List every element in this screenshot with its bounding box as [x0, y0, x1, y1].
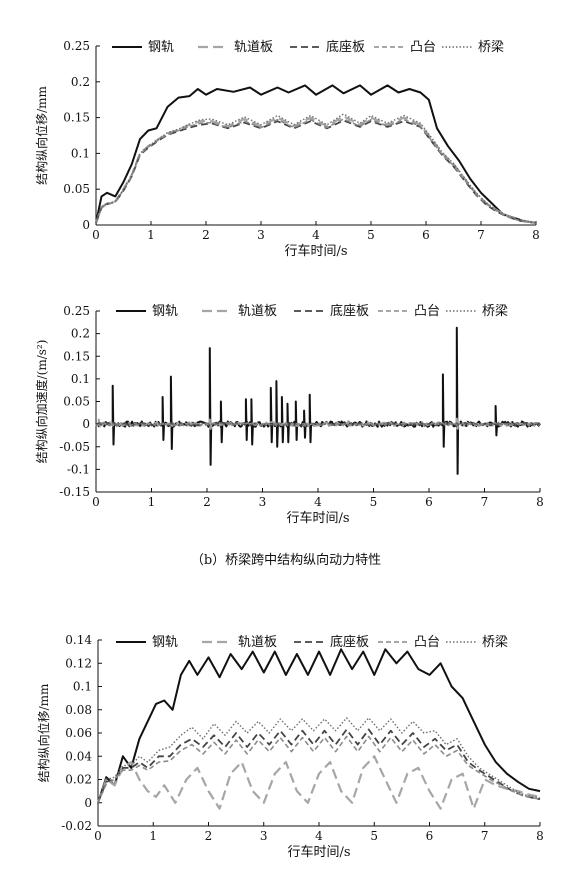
x-axis-label: 行车时间/s — [287, 844, 350, 860]
legend-label: 底座板 — [326, 39, 365, 55]
legend-label: 底座板 — [330, 303, 369, 319]
series-line-4 — [95, 422, 541, 427]
legend-label: 轨道板 — [238, 304, 277, 319]
x-tick-label: 7 — [481, 495, 489, 509]
legend-label: 凸台 — [414, 635, 440, 650]
y-tick-label: 0.04 — [65, 749, 92, 763]
y-tick-label: 0.02 — [65, 773, 92, 787]
series-line-1 — [97, 648, 541, 804]
x-axis-label: 行车时间/s — [284, 243, 347, 259]
x-tick-label: 5 — [370, 829, 378, 843]
x-tick-label: 3 — [257, 228, 265, 242]
legend-label: 钢轨 — [152, 635, 178, 650]
x-tick-label: 7 — [477, 228, 485, 242]
legend-label: 底座板 — [330, 634, 369, 650]
y-tick-label: 0.05 — [63, 395, 90, 409]
x-tick-label: 1 — [149, 829, 157, 843]
y-tick-label: 0.05 — [63, 182, 90, 196]
y-tick-label: 0 — [82, 218, 90, 232]
y-tick-label: 0.12 — [65, 656, 92, 670]
legend-label: 桥梁 — [482, 304, 508, 319]
y-tick-label: 0.2 — [71, 327, 90, 341]
figure-caption: （b）桥梁跨中结构纵向动力特性 — [190, 553, 382, 568]
x-tick-label: 4 — [314, 495, 322, 509]
x-tick-label: 7 — [481, 829, 489, 843]
y-tick-label: 0 — [84, 796, 92, 810]
y-tick-label: -0.15 — [59, 485, 90, 499]
y-tick-label: -0.02 — [61, 819, 92, 833]
x-tick-label: 3 — [260, 829, 268, 843]
y-tick-label: 0.1 — [71, 372, 90, 386]
x-tick-label: 1 — [147, 228, 155, 242]
x-tick-label: 2 — [205, 829, 213, 843]
x-axis-label: 行车时间/s — [286, 510, 349, 526]
series-line-1 — [95, 84, 537, 224]
legend-label: 凸台 — [410, 40, 436, 55]
x-tick-label: 3 — [259, 495, 267, 509]
y-tick-label: -0.05 — [59, 440, 90, 454]
series-line-3 — [97, 728, 541, 804]
x-tick-label: 8 — [536, 829, 544, 843]
y-tick-label: 0.06 — [65, 726, 92, 740]
x-tick-label: 4 — [312, 228, 320, 242]
series-line-2 — [96, 755, 541, 810]
x-tick-label: 8 — [536, 495, 544, 509]
legend-label: 轨道板 — [234, 40, 273, 55]
y-tick-label: 0.15 — [63, 111, 90, 125]
series-line-5 — [97, 717, 541, 804]
series-line-1 — [95, 326, 541, 475]
series-line-4 — [97, 735, 541, 804]
x-tick-label: 0 — [94, 829, 102, 843]
y-tick-label: -0.1 — [67, 462, 90, 476]
y-tick-label: 0.1 — [73, 680, 92, 694]
y-axis-label: 结构纵向位移/mm — [36, 683, 51, 782]
legend-label: 桥梁 — [478, 40, 504, 55]
y-tick-label: 0 — [82, 417, 90, 431]
y-axis-label: 结构纵向位移/mm — [34, 85, 49, 184]
y-tick-label: 0.15 — [63, 349, 90, 363]
x-tick-label: 2 — [202, 228, 210, 242]
series-line-5 — [95, 113, 537, 224]
legend-label: 桥梁 — [482, 635, 508, 650]
x-tick-label: 6 — [426, 829, 434, 843]
x-tick-label: 4 — [315, 829, 323, 843]
legend-label: 钢轨 — [152, 304, 178, 319]
y-tick-label: 0.1 — [71, 146, 90, 160]
x-tick-label: 0 — [92, 495, 100, 509]
x-tick-label: 5 — [370, 495, 378, 509]
x-tick-label: 6 — [422, 228, 430, 242]
series-line-5 — [95, 422, 541, 426]
legend-label: 凸台 — [414, 304, 440, 319]
y-tick-label: 0.14 — [65, 633, 92, 647]
x-tick-label: 8 — [532, 228, 540, 242]
x-tick-label: 0 — [92, 228, 100, 242]
series-line-4 — [95, 118, 537, 224]
x-tick-label: 1 — [148, 495, 156, 509]
x-tick-label: 2 — [203, 495, 211, 509]
series-line-2 — [94, 115, 537, 224]
y-tick-label: 0.25 — [63, 39, 90, 53]
y-tick-label: 0.25 — [63, 304, 90, 318]
x-tick-label: 5 — [367, 228, 375, 242]
x-tick-label: 6 — [425, 495, 433, 509]
y-axis-label: 结构纵向加速度/(m/s²) — [34, 340, 49, 464]
legend-label: 轨道板 — [238, 635, 277, 650]
y-tick-label: 0.08 — [65, 703, 92, 717]
legend-label: 钢轨 — [148, 40, 174, 55]
y-tick-label: 0.2 — [71, 75, 90, 89]
